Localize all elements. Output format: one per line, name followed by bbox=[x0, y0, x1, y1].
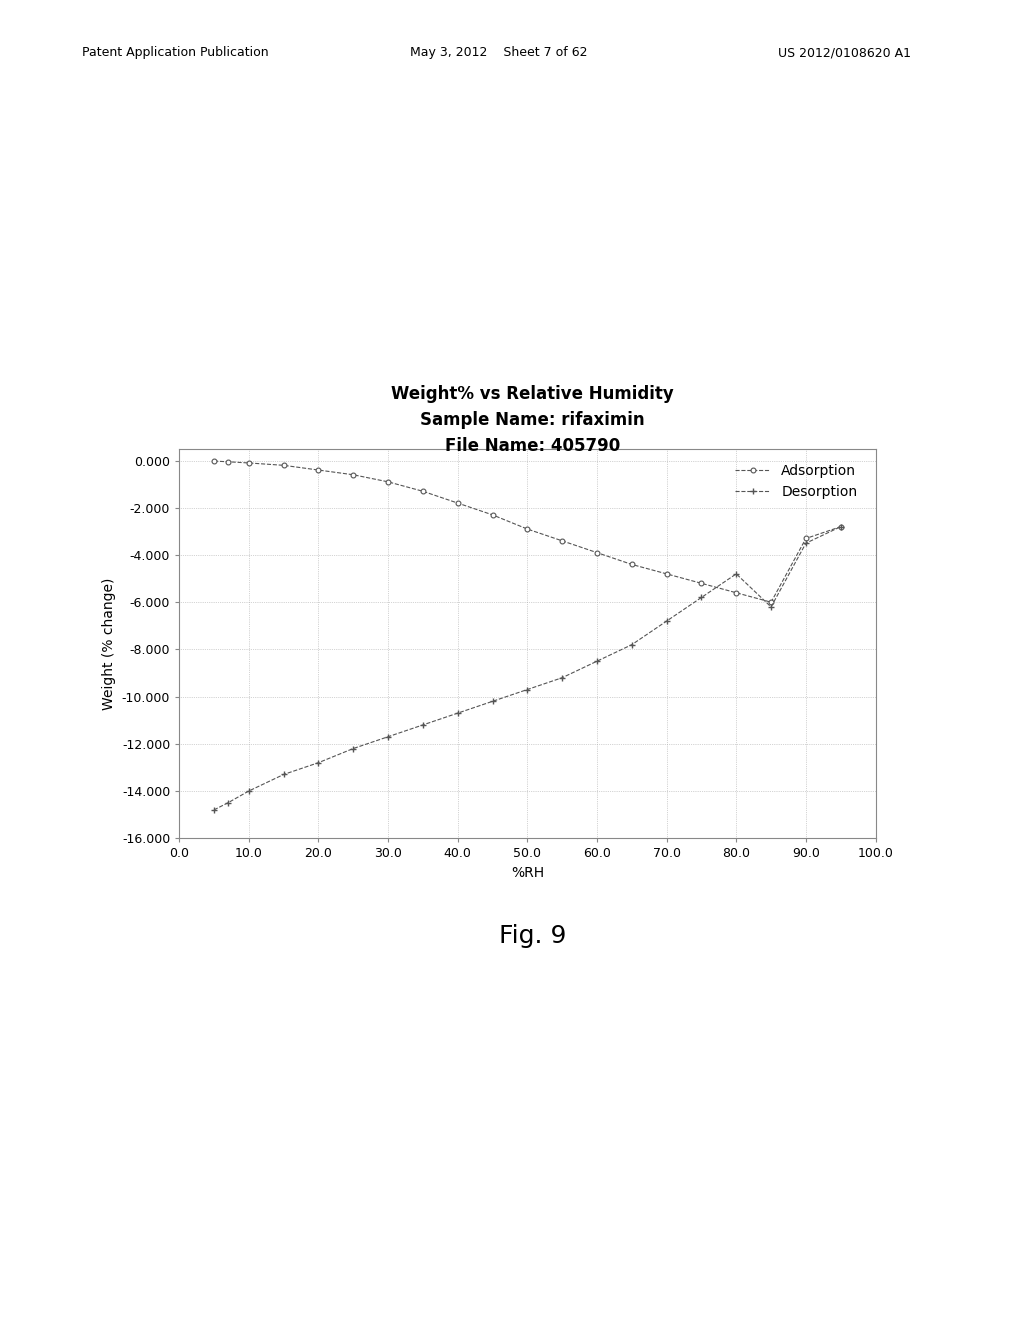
Adsorption bbox=[312, 462, 325, 478]
Desorption bbox=[695, 590, 708, 606]
Line: Desorption: Desorption bbox=[211, 523, 844, 813]
Adsorption bbox=[347, 467, 359, 483]
Desorption bbox=[835, 519, 847, 535]
Desorption bbox=[208, 803, 220, 818]
Text: Weight% vs Relative Humidity: Weight% vs Relative Humidity bbox=[391, 384, 674, 403]
Desorption bbox=[452, 705, 464, 721]
Desorption bbox=[660, 614, 673, 630]
Desorption bbox=[417, 717, 429, 733]
Text: Fig. 9: Fig. 9 bbox=[499, 924, 566, 948]
X-axis label: %RH: %RH bbox=[511, 866, 544, 880]
Legend: Adsorption, Desorption: Adsorption, Desorption bbox=[731, 459, 861, 503]
Desorption bbox=[730, 566, 742, 582]
Adsorption bbox=[591, 545, 603, 561]
Desorption bbox=[521, 681, 534, 697]
Text: May 3, 2012    Sheet 7 of 62: May 3, 2012 Sheet 7 of 62 bbox=[410, 46, 587, 59]
Adsorption bbox=[800, 531, 812, 546]
Desorption bbox=[486, 693, 499, 709]
Adsorption bbox=[382, 474, 394, 490]
Text: Patent Application Publication: Patent Application Publication bbox=[82, 46, 268, 59]
Desorption bbox=[591, 653, 603, 669]
Text: File Name: 405790: File Name: 405790 bbox=[444, 437, 621, 455]
Desorption bbox=[626, 636, 638, 652]
Desorption bbox=[243, 783, 255, 799]
Adsorption bbox=[556, 533, 568, 549]
Desorption bbox=[382, 729, 394, 744]
Desorption bbox=[278, 767, 290, 783]
Adsorption bbox=[626, 557, 638, 573]
Text: Sample Name: rifaximin: Sample Name: rifaximin bbox=[420, 411, 645, 429]
Desorption bbox=[800, 536, 812, 552]
Desorption bbox=[556, 669, 568, 685]
Desorption bbox=[765, 599, 777, 615]
Adsorption bbox=[208, 453, 220, 469]
Adsorption bbox=[835, 519, 847, 535]
Line: Adsorption: Adsorption bbox=[212, 458, 843, 605]
Y-axis label: Weight (% change): Weight (% change) bbox=[102, 577, 117, 710]
Adsorption bbox=[243, 455, 255, 471]
Adsorption bbox=[278, 458, 290, 474]
Adsorption bbox=[222, 454, 234, 470]
Adsorption bbox=[417, 483, 429, 499]
Adsorption bbox=[486, 507, 499, 523]
Adsorption bbox=[730, 585, 742, 601]
Desorption bbox=[222, 795, 234, 810]
Adsorption bbox=[452, 495, 464, 511]
Text: US 2012/0108620 A1: US 2012/0108620 A1 bbox=[778, 46, 911, 59]
Adsorption bbox=[765, 594, 777, 610]
Desorption bbox=[347, 741, 359, 756]
Desorption bbox=[312, 755, 325, 771]
Adsorption bbox=[660, 566, 673, 582]
Adsorption bbox=[521, 521, 534, 537]
Adsorption bbox=[695, 576, 708, 591]
